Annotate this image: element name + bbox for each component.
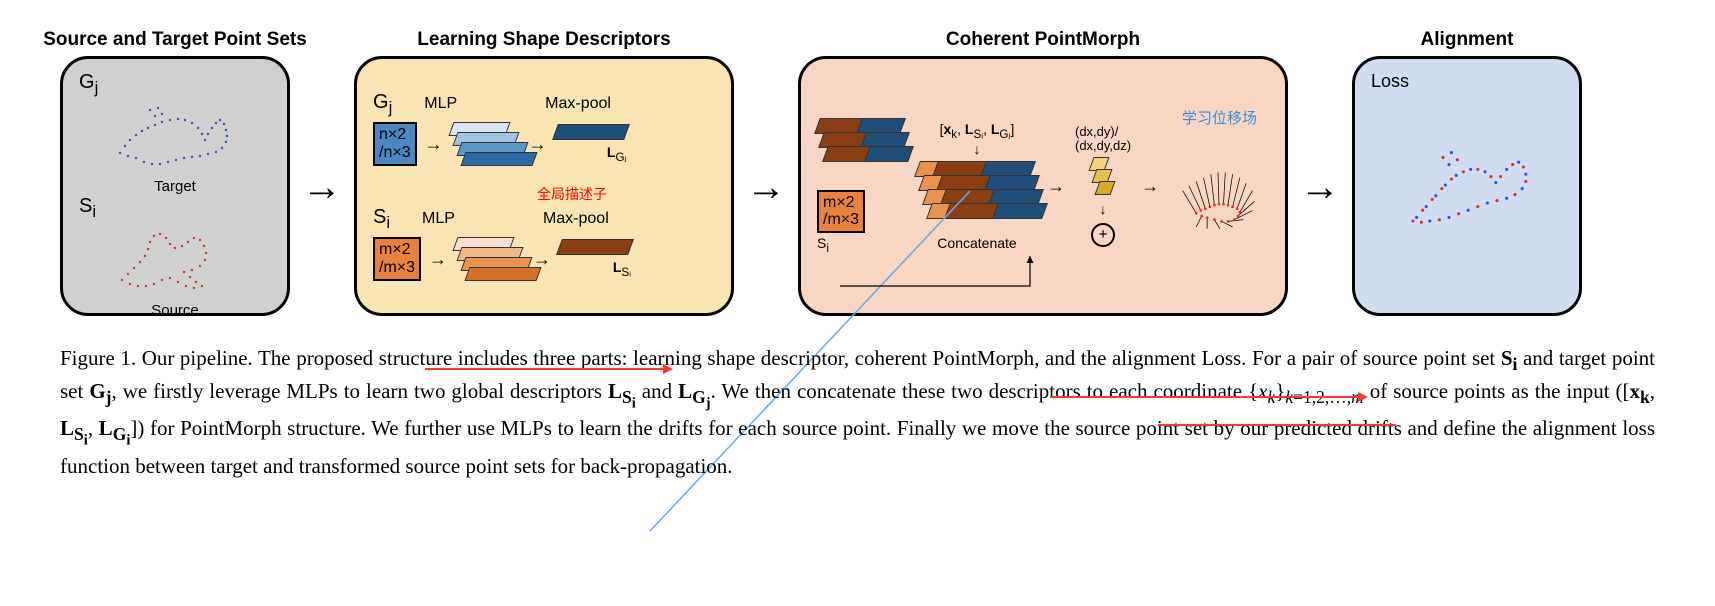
maxpool-bar-blue: [552, 124, 630, 140]
mlp-label-s: MLP: [422, 210, 455, 228]
xk-label: [xk, LSᵢ, LGⱼ]: [940, 121, 1015, 141]
g-label-2: Gj: [373, 91, 392, 118]
annotation-red-1: 全局描述子: [537, 184, 607, 204]
dxdy-label: (dx,dy)/ (dx,dy,dz): [1075, 125, 1131, 154]
figure-caption: Figure 1. Our pipeline. The proposed str…: [20, 344, 1695, 480]
module-pointmorph: Coherent PointMorph m×2/m×3 Si: [798, 56, 1288, 316]
down-arrow-icon: ↓: [974, 143, 981, 159]
plus-circle-icon: +: [1091, 223, 1115, 247]
dim-box-g: n×2/n×3: [373, 122, 417, 165]
module-descriptors: Learning Shape Descriptors Gj MLP Max-po…: [354, 56, 734, 316]
dim-box-s3: m×2/m×3: [817, 190, 865, 233]
arrow-icon: →: [302, 163, 342, 210]
feature-stack-top: [817, 118, 907, 162]
red-underline-2: [1050, 396, 1360, 398]
source-point-cloud: [100, 222, 250, 302]
ls-label: LSᵢ: [613, 259, 631, 279]
maxpool-label-g: Max-pool: [545, 95, 611, 113]
maxpool-label-s: Max-pool: [543, 210, 609, 228]
lg-label: LGⱼ: [607, 144, 627, 164]
mod2-title: Learning Shape Descriptors: [417, 29, 670, 51]
output-stack: [1091, 157, 1115, 199]
arrow-icon: →: [746, 163, 786, 210]
aligned-point-cloud: [1377, 107, 1557, 287]
figure-container: Source and Target Point Sets Gj Target S…: [20, 46, 1695, 480]
small-arrow-icon: →: [425, 134, 443, 155]
mod4-title: Alignment: [1421, 29, 1514, 51]
small-arrow-icon: →: [1047, 176, 1065, 197]
small-arrow-icon: →: [1141, 176, 1159, 197]
mod1-title: Source and Target Point Sets: [43, 29, 307, 51]
maxpool-bar-orange: [556, 239, 634, 255]
mlp-label-g: MLP: [424, 95, 457, 113]
s-label-3: Si: [817, 235, 829, 255]
down-arrow-icon: ↓: [1100, 203, 1107, 219]
s-label-2: Si: [373, 206, 390, 233]
s-label: Si: [79, 195, 96, 217]
arrow-icon: →: [1300, 163, 1340, 210]
target-point-cloud: [100, 98, 250, 178]
concat-stack: [917, 161, 1037, 231]
small-arrow-icon: →: [429, 249, 447, 270]
drift-field-svg: [1169, 131, 1269, 241]
pipeline-row: Source and Target Point Sets Gj Target S…: [20, 46, 1695, 326]
target-label: Target: [79, 178, 271, 195]
mlp-stack-orange: [455, 237, 525, 282]
source-label: Source: [79, 302, 271, 319]
mod3-title: Coherent PointMorph: [946, 29, 1140, 51]
annotation-blue-1: 学习位移场: [1182, 107, 1257, 128]
concat-label: Concatenate: [937, 235, 1016, 251]
red-underline-1: [425, 368, 665, 370]
dim-box-s: m×2/m×3: [373, 237, 421, 280]
g-label: Gj: [79, 71, 98, 93]
mlp-stack-blue: [451, 122, 521, 167]
module-source-target: Source and Target Point Sets Gj Target S…: [60, 56, 290, 316]
red-underline-3: [1158, 424, 1396, 426]
module-alignment: Alignment Loss: [1352, 56, 1582, 316]
loss-label: Loss: [1371, 71, 1563, 92]
